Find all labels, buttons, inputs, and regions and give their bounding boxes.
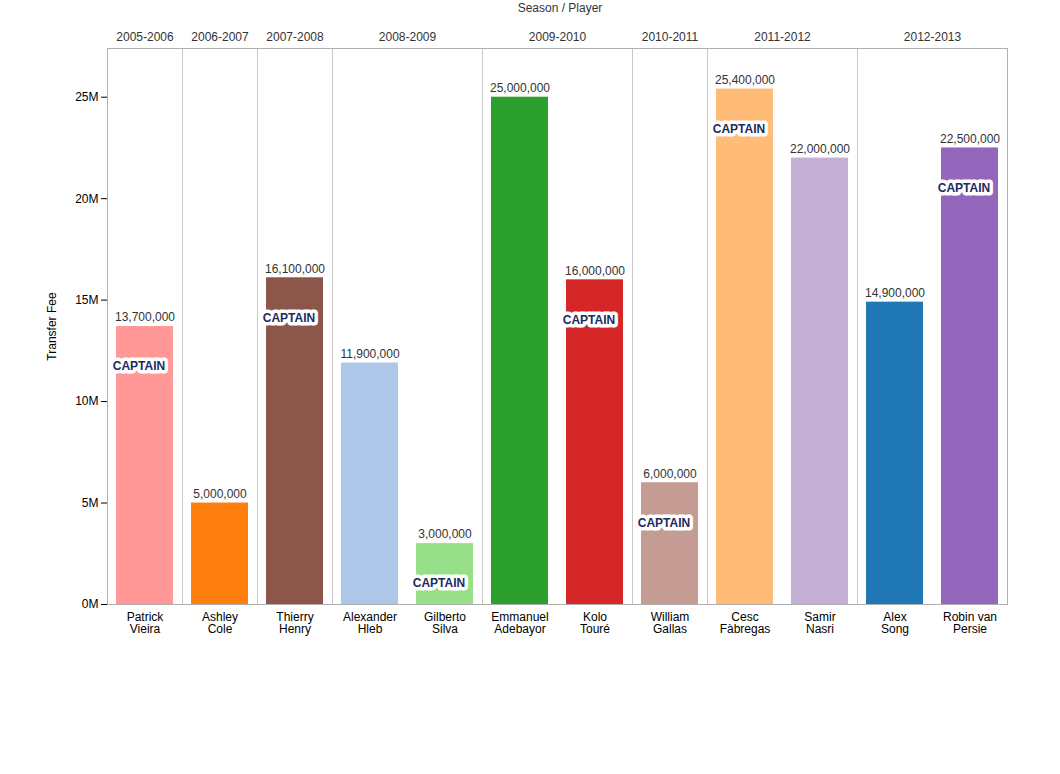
svg-text:16,000,000: 16,000,000	[565, 264, 625, 278]
svg-text:3,000,000: 3,000,000	[418, 527, 472, 541]
svg-text:11,900,000: 11,900,000	[340, 347, 399, 361]
svg-text:16,100,000: 16,100,000	[265, 262, 325, 276]
svg-text:2009-2010: 2009-2010	[529, 30, 587, 44]
svg-text:ThierryHenry: ThierryHenry	[276, 610, 313, 636]
svg-text:22,000,000: 22,000,000	[790, 142, 850, 156]
svg-text:2007-2008: 2007-2008	[266, 30, 324, 44]
svg-text:CAPTAIN: CAPTAIN	[638, 516, 690, 530]
svg-text:AlexSong: AlexSong	[881, 610, 909, 636]
svg-text:AlexanderHleb: AlexanderHleb	[343, 610, 397, 636]
svg-text:GilbertoSilva: GilbertoSilva	[424, 610, 466, 636]
svg-text:AshleyCole: AshleyCole	[202, 610, 238, 636]
svg-text:2012-2013: 2012-2013	[904, 30, 962, 44]
svg-text:6,000,000: 6,000,000	[643, 467, 697, 481]
svg-text:2008-2009: 2008-2009	[379, 30, 437, 44]
svg-text:2005-2006: 2005-2006	[116, 30, 174, 44]
svg-text:CAPTAIN: CAPTAIN	[938, 181, 990, 195]
svg-text:5,000,000: 5,000,000	[193, 487, 247, 501]
svg-text:CAPTAIN: CAPTAIN	[563, 313, 615, 327]
svg-text:2011-2012: 2011-2012	[754, 30, 811, 44]
svg-text:2006-2007: 2006-2007	[191, 30, 249, 44]
svg-text:WilliamGallas: WilliamGallas	[651, 610, 690, 636]
svg-text:PatrickVieira: PatrickVieira	[127, 610, 165, 636]
svg-text:13,700,000: 13,700,000	[115, 310, 175, 324]
svg-text:Transfer Fee: Transfer Fee	[45, 292, 59, 361]
svg-text:CAPTAIN: CAPTAIN	[713, 122, 765, 136]
svg-text:EmmanuelAdebayor: EmmanuelAdebayor	[491, 610, 548, 636]
svg-text:Robin vanPersie: Robin vanPersie	[943, 610, 997, 636]
svg-text:5M: 5M	[82, 496, 99, 510]
svg-text:15M: 15M	[75, 293, 98, 307]
svg-text:CAPTAIN: CAPTAIN	[413, 576, 465, 590]
svg-text:0M: 0M	[82, 597, 99, 611]
svg-text:10M: 10M	[75, 394, 98, 408]
svg-text:22,500,000: 22,500,000	[940, 132, 1000, 146]
svg-text:25M: 25M	[75, 90, 98, 104]
svg-text:20M: 20M	[75, 192, 98, 206]
svg-text:CescFàbregas: CescFàbregas	[720, 610, 771, 636]
svg-text:CAPTAIN: CAPTAIN	[263, 311, 315, 325]
html-text:Season / Player: Season / Player	[517, 1, 603, 15]
svg-text:25,400,000: 25,400,000	[715, 73, 775, 87]
svg-text:14,900,000: 14,900,000	[865, 286, 925, 300]
svg-text:2010-2011: 2010-2011	[642, 30, 699, 44]
svg-text:CAPTAIN: CAPTAIN	[113, 359, 165, 373]
svg-text:25,000,000: 25,000,000	[490, 81, 550, 95]
svg-text:KoloTouré: KoloTouré	[580, 610, 610, 636]
svg-text:SamirNasri: SamirNasri	[804, 610, 835, 636]
